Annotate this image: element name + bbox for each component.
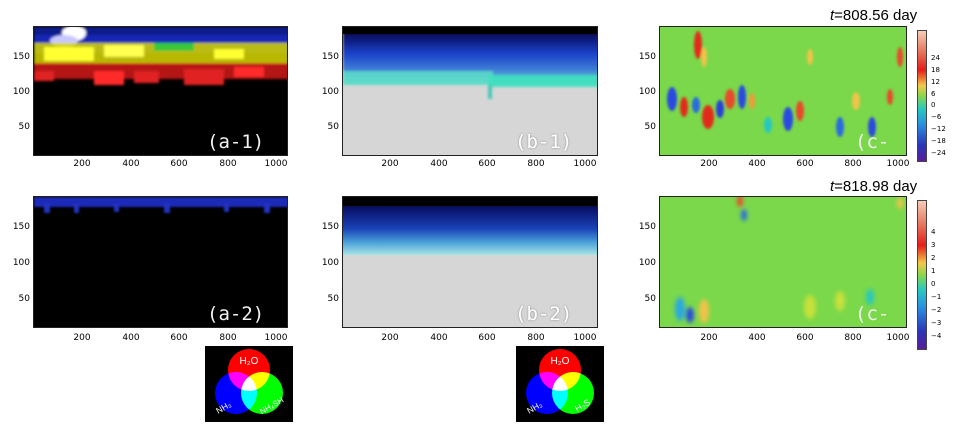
x-tick: 600 bbox=[478, 159, 496, 169]
x-tick: 600 bbox=[170, 333, 188, 343]
x-tick: 800 bbox=[219, 333, 237, 343]
field-image-c1 bbox=[667, 31, 903, 137]
colorbar-tick: −3 bbox=[931, 319, 942, 327]
venn-diagram: H₂O NH₃ H₂S bbox=[525, 349, 594, 416]
y-tick: 50 bbox=[18, 294, 30, 304]
venn-diagram: H₂O NH₃ NH₄SH bbox=[214, 349, 285, 416]
colorbar-top bbox=[917, 30, 927, 162]
x-tick: 600 bbox=[478, 333, 496, 343]
y-tick: 150 bbox=[638, 222, 656, 232]
rgb-legend-left: H₂O NH₃ NH₄SH bbox=[205, 346, 293, 422]
colorbar-tick: 12 bbox=[931, 78, 940, 86]
y-tick: 50 bbox=[18, 122, 30, 132]
x-tick: 800 bbox=[219, 159, 237, 169]
panel-b1: (b-1) bbox=[342, 26, 598, 156]
legend-label: H₂O bbox=[240, 356, 259, 367]
x-tick: 1000 bbox=[573, 159, 597, 169]
panel-label-b2: (b-2) bbox=[515, 303, 573, 325]
colorbar-tick: −24 bbox=[931, 149, 946, 157]
colorbar-tick: 4 bbox=[931, 228, 936, 236]
colorbar-tick: −2 bbox=[931, 306, 942, 314]
cloud-image-b1 bbox=[343, 27, 597, 99]
y-tick: 100 bbox=[638, 87, 656, 97]
panel-label-a1: (a-1) bbox=[207, 131, 265, 153]
y-tick: 150 bbox=[321, 52, 339, 62]
x-tick: 400 bbox=[748, 159, 766, 169]
x-tick: 800 bbox=[844, 159, 862, 169]
x-tick: 400 bbox=[122, 333, 140, 343]
colorbar-tick: −4 bbox=[931, 332, 942, 340]
colorbar-tick: 2 bbox=[931, 254, 936, 262]
x-tick: 200 bbox=[381, 159, 399, 169]
y-tick: 50 bbox=[644, 122, 656, 132]
colorbar-tick: 18 bbox=[931, 66, 940, 74]
panel-a1: (a-1) bbox=[33, 26, 288, 156]
y-tick: 100 bbox=[638, 258, 656, 268]
y-tick: 50 bbox=[327, 294, 339, 304]
x-tick: 800 bbox=[527, 333, 545, 343]
x-tick: 200 bbox=[700, 159, 718, 169]
colorbar-tick: 0 bbox=[931, 280, 936, 288]
colorbar-tick: 6 bbox=[931, 90, 936, 98]
y-tick: 100 bbox=[12, 87, 30, 97]
panel-label-c1: (c-1) bbox=[855, 131, 890, 155]
colorbar-tick: −18 bbox=[931, 137, 946, 145]
colorbar-tick: 0 bbox=[931, 101, 936, 109]
x-tick: 400 bbox=[430, 159, 448, 169]
panel-c1: (c-1) bbox=[659, 26, 907, 156]
y-tick: 100 bbox=[321, 258, 339, 268]
cloud-image-b2 bbox=[343, 197, 597, 255]
y-tick: 150 bbox=[638, 52, 656, 62]
y-tick: 100 bbox=[321, 87, 339, 97]
panel-label-c2: (c-2) bbox=[855, 303, 890, 327]
x-tick: 400 bbox=[430, 333, 448, 343]
y-tick: 100 bbox=[12, 258, 30, 268]
panel-c2: (c-2) bbox=[659, 196, 907, 328]
cloud-image-a1 bbox=[34, 27, 287, 85]
x-tick: 200 bbox=[73, 333, 91, 343]
x-tick: 800 bbox=[844, 333, 862, 343]
panel-b2: (b-2) bbox=[342, 196, 598, 328]
y-tick: 150 bbox=[12, 222, 30, 232]
colorbar-tick: 24 bbox=[931, 54, 940, 62]
x-tick: 200 bbox=[73, 159, 91, 169]
time-label-2: t=818.98 day bbox=[830, 178, 918, 195]
x-tick: 1000 bbox=[886, 333, 910, 343]
legend-label: H₂O bbox=[551, 356, 570, 367]
x-tick: 200 bbox=[700, 333, 718, 343]
x-tick: 200 bbox=[381, 333, 399, 343]
x-tick: 600 bbox=[796, 159, 814, 169]
cloud-image-a2 bbox=[34, 197, 287, 213]
field-image-c2 bbox=[675, 197, 903, 323]
colorbar-tick: 1 bbox=[931, 267, 936, 275]
x-tick: 800 bbox=[527, 159, 545, 169]
x-tick: 400 bbox=[748, 333, 766, 343]
panel-label-b1: (b-1) bbox=[515, 131, 573, 153]
x-tick: 1000 bbox=[573, 333, 597, 343]
colorbar-tick: 3 bbox=[931, 241, 936, 249]
x-tick: 600 bbox=[796, 333, 814, 343]
panel-a2: (a-2) bbox=[33, 196, 288, 328]
panel-label-a2: (a-2) bbox=[207, 303, 265, 325]
y-tick: 150 bbox=[321, 222, 339, 232]
colorbar-tick: −1 bbox=[931, 293, 942, 301]
colorbar-tick: −12 bbox=[931, 125, 946, 133]
rgb-legend-right: H₂O NH₃ H₂S bbox=[516, 346, 604, 422]
x-tick: 400 bbox=[122, 159, 140, 169]
colorbar-tick: −6 bbox=[931, 113, 942, 121]
y-tick: 150 bbox=[12, 52, 30, 62]
x-tick: 1000 bbox=[886, 159, 910, 169]
time-label-1: t=808.56 day bbox=[830, 7, 918, 24]
colorbar-bottom bbox=[917, 200, 927, 350]
x-tick: 600 bbox=[170, 159, 188, 169]
x-tick: 1000 bbox=[264, 159, 288, 169]
y-tick: 50 bbox=[644, 294, 656, 304]
x-tick: 1000 bbox=[264, 333, 288, 343]
y-tick: 50 bbox=[327, 122, 339, 132]
